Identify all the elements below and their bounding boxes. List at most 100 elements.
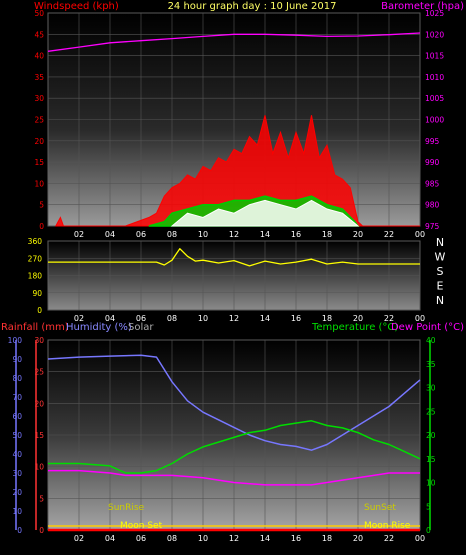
y-tick-label: 60 xyxy=(12,412,22,421)
y-tick-label: 100 xyxy=(8,336,23,345)
compass-label: S xyxy=(437,265,444,278)
x-tick-label: 22 xyxy=(384,534,394,543)
x-tick-label: 04 xyxy=(105,534,115,543)
direction-series xyxy=(48,248,420,267)
x-tick-label: 14 xyxy=(260,314,270,323)
x-tick-label: 02 xyxy=(74,314,84,323)
y-tick-label: 35 xyxy=(426,360,436,369)
y-tick-label: 10 xyxy=(12,507,22,516)
y-tick-label: 5 xyxy=(426,502,431,511)
x-tick-label: 02 xyxy=(74,230,84,239)
y-tick-label: 15 xyxy=(34,158,44,167)
y-tick-label: 20 xyxy=(34,399,44,408)
x-tick-label: 06 xyxy=(136,314,146,323)
wind-barometer-panel: 02 04 06 08 10 12 14 16 18 20 22 000510152025303540… xyxy=(34,1,464,239)
y-tick-label: 1005 xyxy=(425,94,444,103)
y-tick-label: 40 xyxy=(34,52,44,61)
chart-title: 24 hour graph day : 10 June 2017 xyxy=(168,1,337,12)
y-tick-label: 20 xyxy=(34,137,44,146)
y-tick-label: 1015 xyxy=(425,52,444,61)
y-tick-label: 80 xyxy=(12,374,22,383)
x-tick-label: 18 xyxy=(322,534,332,543)
y-tick-label: 0 xyxy=(17,526,22,535)
x-tick-label: 10 xyxy=(198,230,208,239)
rainfall-axis-title: Rainfall (mm) xyxy=(1,322,69,333)
y-tick-label: 50 xyxy=(12,431,22,440)
wind-series-group xyxy=(47,32,421,227)
y-tick-label: 995 xyxy=(425,137,440,146)
y-tick-label: 90 xyxy=(12,355,22,364)
humidity-series xyxy=(47,354,421,451)
sunset-label: SunSet xyxy=(364,503,396,513)
y-tick-label: 30 xyxy=(34,336,44,345)
dewpoint-axis-title: Dew Point (°C) xyxy=(391,322,464,333)
direction-gridlines xyxy=(48,240,421,311)
x-tick-label: 16 xyxy=(291,534,301,543)
y-tick-label: 25 xyxy=(426,407,436,416)
temp-gridlines xyxy=(48,339,421,531)
windspeed-series xyxy=(54,115,420,227)
x-tick-label: 12 xyxy=(229,534,239,543)
y-tick-label: 30 xyxy=(426,384,436,393)
y-tick-label: 985 xyxy=(425,179,440,188)
y-tick-label: 980 xyxy=(425,201,440,210)
moonrise-label: Moon Rise xyxy=(364,521,411,531)
y-tick-label: 20 xyxy=(12,488,22,497)
x-tick-label: 12 xyxy=(229,230,239,239)
y-tick-label: 20 xyxy=(426,431,436,440)
x-tick-label: 18 xyxy=(322,230,332,239)
y-tick-label: 975 xyxy=(425,222,440,231)
x-tick-label: 16 xyxy=(291,314,301,323)
x-tick-label: 04 xyxy=(105,230,115,239)
x-tick-label: 00 xyxy=(415,314,425,323)
y-tick-label: 1020 xyxy=(425,30,444,39)
humidity-axis-title: Humidity (%) xyxy=(66,322,132,333)
y-tick-label: 40 xyxy=(12,450,22,459)
x-tick-label: 20 xyxy=(353,534,363,543)
compass-label: N xyxy=(436,294,444,307)
x-tick-label: 00 xyxy=(415,534,425,543)
dewpoint-series xyxy=(48,469,420,486)
barometer-series xyxy=(47,32,421,52)
temperature-series xyxy=(48,420,421,474)
y-tick-label: 1010 xyxy=(425,73,444,82)
x-tick-label: 20 xyxy=(353,230,363,239)
y-tick-label: 30 xyxy=(34,94,44,103)
compass-label: W xyxy=(435,251,446,264)
x-tick-label: 06 xyxy=(136,230,146,239)
y-tick-label: 25 xyxy=(34,116,44,125)
x-tick-label: 14 xyxy=(260,230,270,239)
y-tick-label: 5 xyxy=(39,201,44,210)
x-tick-label: 08 xyxy=(167,314,177,323)
x-tick-label: 10 xyxy=(198,534,208,543)
y-tick-label: 10 xyxy=(34,179,44,188)
y-tick-label: 1025 xyxy=(425,9,444,18)
direction-series-group xyxy=(48,248,420,267)
y-tick-label: 270 xyxy=(28,254,43,263)
y-tick-label: 5 xyxy=(39,494,44,503)
x-tick-label: 08 xyxy=(167,534,177,543)
y-tick-label: 0 xyxy=(426,526,431,535)
y-tick-label: 180 xyxy=(28,272,43,281)
x-tick-label: 08 xyxy=(167,230,177,239)
y-tick-label: 25 xyxy=(34,368,44,377)
x-tick-label: 20 xyxy=(353,314,363,323)
x-tick-label: 10 xyxy=(198,314,208,323)
wind-gust-series xyxy=(170,199,360,227)
y-tick-label: 35 xyxy=(34,73,44,82)
moonset-label: Moon Set xyxy=(120,521,163,531)
compass-label: N xyxy=(436,236,444,249)
y-tick-label: 40 xyxy=(426,336,436,345)
temp-axis-labels: 02 04 06 08 10 12 14 16 18 20 22 000102030405060708… xyxy=(8,336,436,543)
y-tick-label: 1000 xyxy=(425,116,444,125)
solar-axis-title: Solar xyxy=(128,322,154,333)
x-tick-label: 00 xyxy=(415,230,425,239)
x-tick-label: 16 xyxy=(291,230,301,239)
temp-series-group xyxy=(47,354,421,532)
x-tick-label: 04 xyxy=(105,314,115,323)
y-tick-label: 990 xyxy=(425,158,440,167)
sunrise-label: SunRise xyxy=(108,503,145,513)
